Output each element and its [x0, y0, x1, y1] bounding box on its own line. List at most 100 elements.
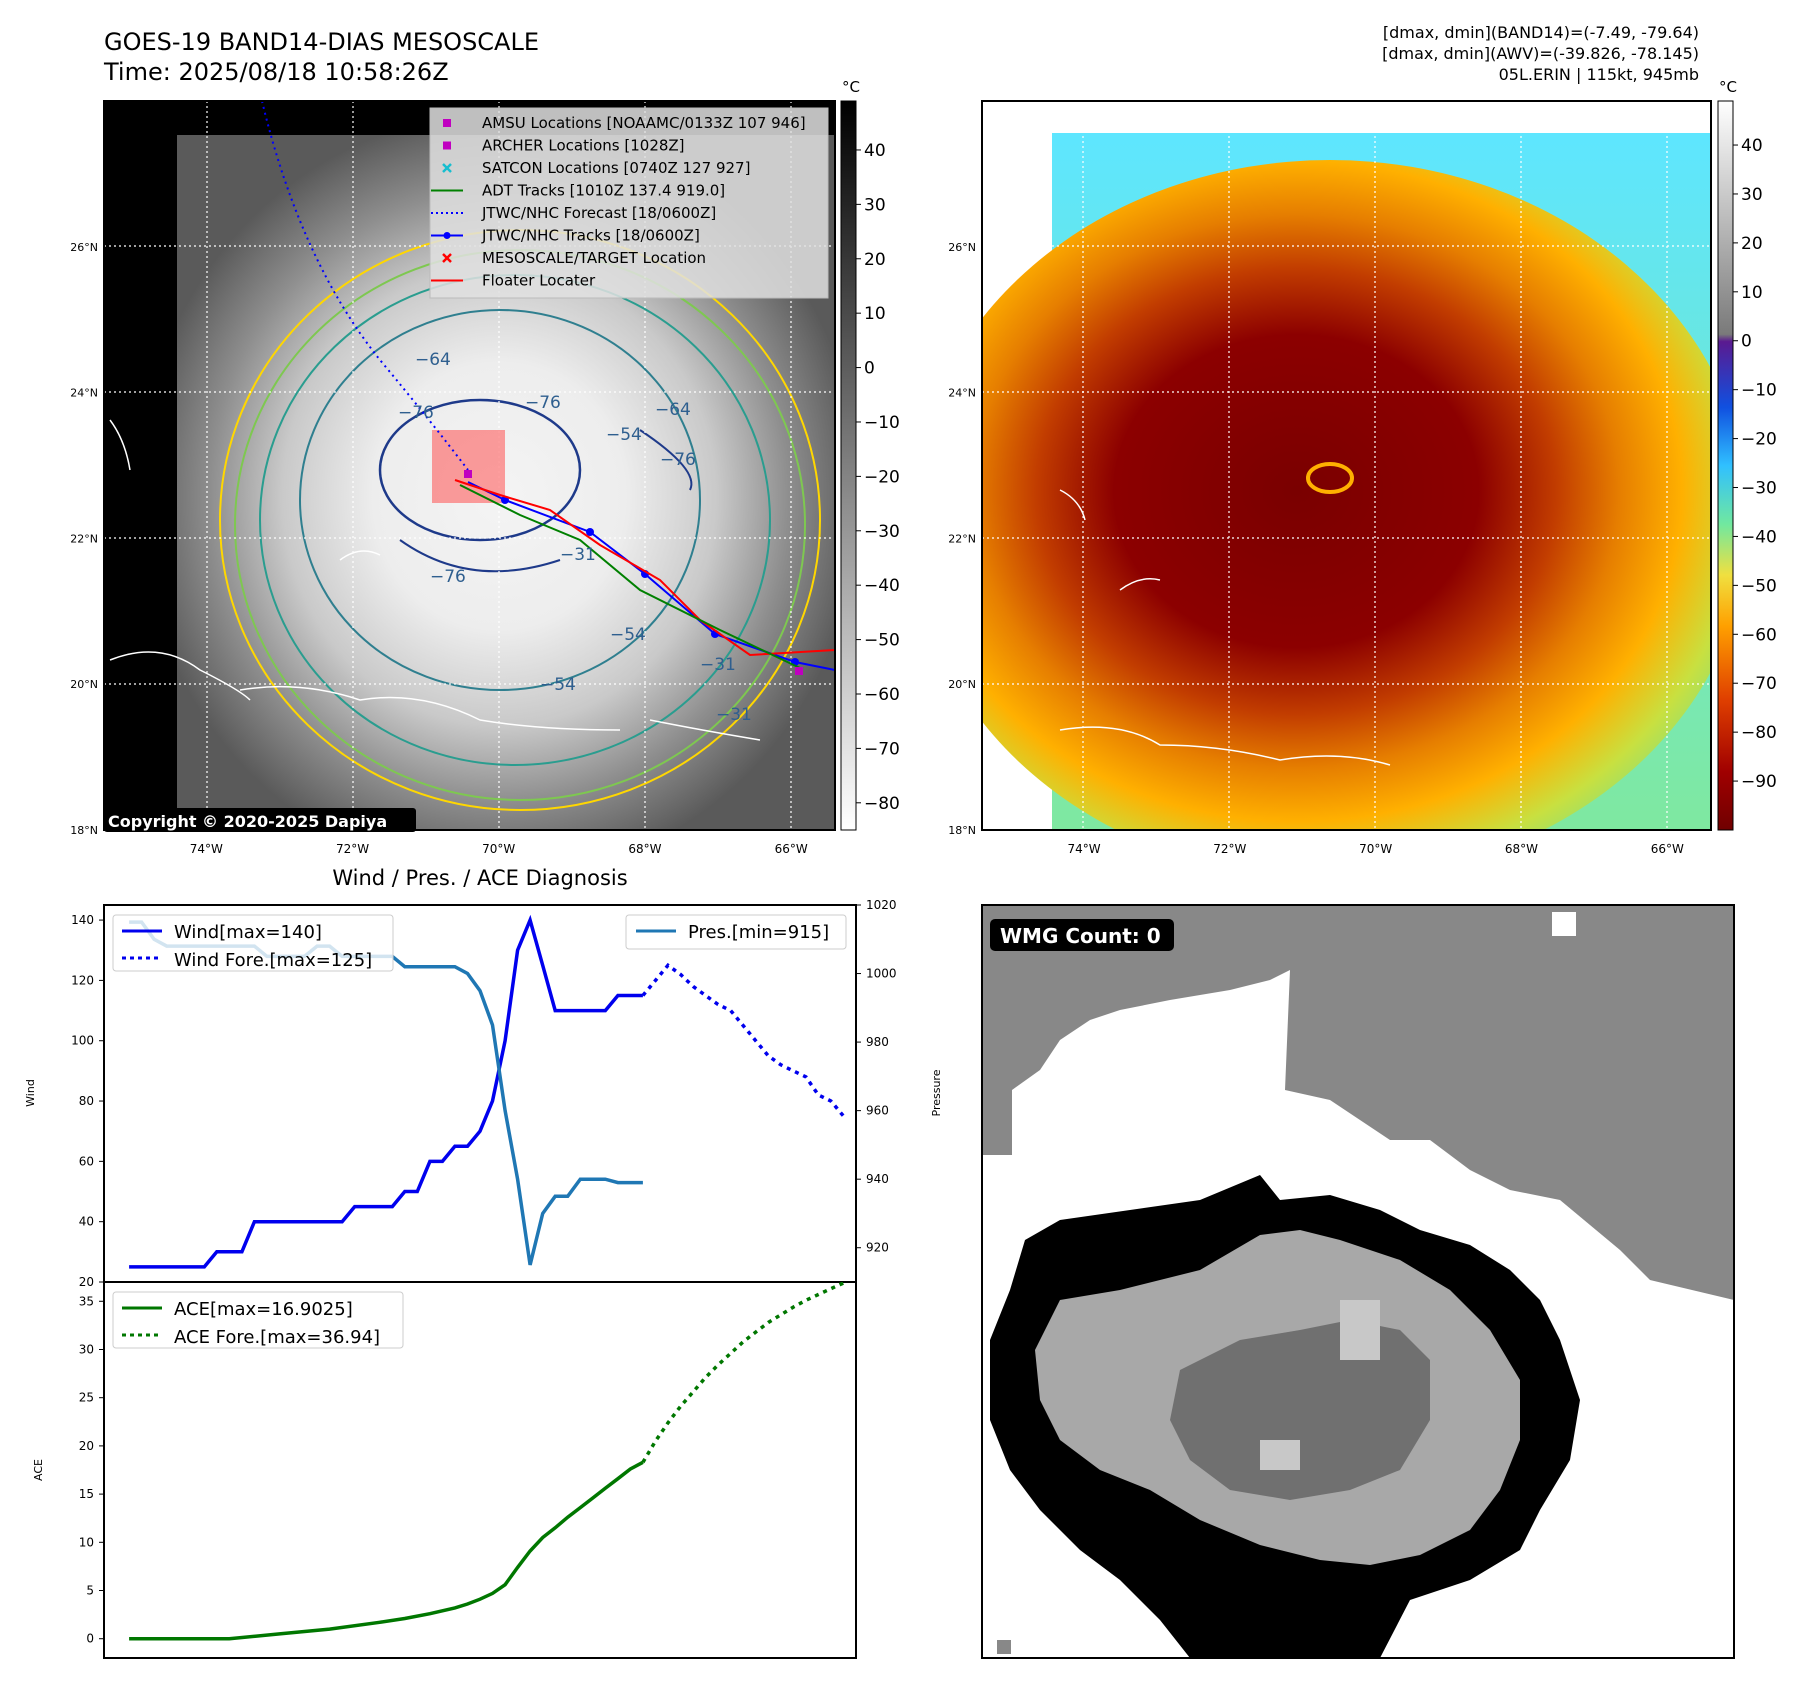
forecast-track	[261, 101, 469, 471]
ace-tick-label: 10	[79, 1535, 94, 1549]
awv-gridlines	[982, 101, 1711, 830]
wind-tick-label: 80	[79, 1094, 94, 1108]
contour-label: −76	[660, 450, 696, 470]
colorbar-tick-label: −20	[1741, 430, 1777, 450]
timeseries-ticks: 2040608010012014092094096098010001020051…	[71, 898, 896, 1646]
colorbar-tick-label: 30	[864, 195, 886, 215]
legend-label: MESOSCALE/TARGET Location	[482, 249, 706, 267]
legend-label: Floater Locater	[482, 272, 596, 290]
colorbar-tick-label: −30	[1741, 479, 1777, 499]
legend-x-marker	[442, 253, 452, 263]
colorbar-tick-label: −70	[1741, 674, 1777, 694]
colorbar-tick-label: −40	[1741, 527, 1777, 547]
awv-colorbar-ticks: 40 30 20 10 0 −10 −20 −30 −40 −50 −60 −70 −80 −90	[1733, 136, 1777, 792]
contour-label: −76	[398, 403, 434, 423]
colorbar-tick-label: 0	[1741, 332, 1752, 352]
lon-tick-label: 68°W	[628, 842, 661, 856]
lon-tick-label: 72°W	[1213, 842, 1246, 856]
lon-tick-label: 70°W	[482, 842, 515, 856]
contour-label: −76	[525, 393, 561, 413]
colorbar-tick-label: −10	[1741, 381, 1777, 401]
colorbar-tick-label: −90	[1741, 772, 1777, 792]
colorbar-tick-label: 0	[864, 359, 875, 379]
contour-label: −54	[540, 675, 576, 695]
wind-tick-label: 120	[71, 973, 94, 987]
legend-square-marker	[443, 119, 451, 127]
legend-label: AMSU Locations [NOAAMC/0133Z 107 946]	[482, 114, 806, 132]
pressure-tick-label: 960	[866, 1104, 889, 1118]
legend-label: ARCHER Locations [1028Z]	[482, 137, 685, 155]
ace-tick-label: 15	[79, 1487, 94, 1501]
wind-forecast-legend-label: Wind Fore.[max=125]	[174, 950, 372, 971]
colorbar-tick-label: 40	[1741, 136, 1763, 156]
coastlines	[109, 419, 761, 741]
pressure-tick-label: 940	[866, 1172, 889, 1186]
archer-location-marker	[464, 470, 472, 478]
contour-label: −31	[560, 545, 596, 565]
pressure-tick-label: 980	[866, 1035, 889, 1049]
awv-image	[982, 160, 1711, 830]
lat-tick-label: 26°N	[70, 241, 98, 254]
colorbar-tick-label: 20	[1741, 234, 1763, 254]
contour-label-group: −76 −76 −76 −64 −54 −64 −76 −54 −31 −54 …	[398, 350, 752, 725]
lon-tick-label: 66°W	[775, 842, 808, 856]
wmg-pixel	[997, 1640, 1011, 1654]
map-legend-items: AMSU Locations [NOAAMC/0133Z 107 946] ARC…	[431, 114, 806, 290]
lat-tick-label: 20°N	[70, 678, 98, 691]
legend-label: JTWC/NHC Tracks [18/0600Z]	[481, 227, 700, 245]
lat-tick-label: 26°N	[948, 241, 976, 254]
copyright-text: Copyright © 2020-2025 Dapiya	[108, 812, 387, 831]
lat-tick-label: 24°N	[70, 387, 98, 400]
ace-tick-label: 0	[86, 1632, 94, 1646]
lon-tick-label: 74°W	[190, 842, 223, 856]
ace-tick-label: 30	[79, 1342, 94, 1356]
wmg-count-label: WMG Count: 0	[1000, 924, 1161, 948]
colorbar-tick-label: −70	[864, 739, 900, 759]
stats-line2: [dmax, dmin](AWV)=(-39.826, -78.145)	[1382, 44, 1699, 63]
colorbar-tick-label: −40	[864, 576, 900, 596]
adt-track	[459, 484, 801, 669]
legend-x-marker	[442, 163, 452, 173]
copyright-badge	[104, 808, 416, 832]
contour-label: −64	[415, 350, 451, 370]
pressure-legend-box	[625, 914, 847, 950]
wmg-bright-block	[1260, 1440, 1300, 1470]
ace-legend-label: ACE[max=16.9025]	[174, 1299, 353, 1320]
pressure-axis-label: Pressure	[930, 1069, 943, 1116]
ace-forecast-legend-label: ACE Fore.[max=36.94]	[174, 1327, 380, 1348]
lat-tick-label: 22°N	[948, 532, 976, 545]
ace-legend: ACE[max=16.9025] ACE Fore.[max=36.94]	[112, 1291, 404, 1349]
ir-map-frame	[103, 100, 836, 831]
contour-label: −54	[606, 425, 642, 445]
colorbar-tick-label: −30	[864, 522, 900, 542]
colorbar-tick-label: −80	[1741, 723, 1777, 743]
stats-line3: 05L.ERIN | 115kt, 945mb	[1498, 65, 1699, 84]
awv-eye	[1306, 462, 1354, 494]
lon-tick-label: 66°W	[1651, 842, 1684, 856]
wind-axis-label: Wind	[24, 1079, 37, 1107]
colorbar-tick-label: 10	[1741, 283, 1763, 303]
ace-axis-label: ACE	[32, 1459, 45, 1481]
diagnosis-title: Wind / Pres. / ACE Diagnosis	[332, 866, 627, 890]
colorbar-tick-label: 20	[864, 250, 886, 270]
colorbar-tick-label: 10	[864, 304, 886, 324]
lat-tick-label: 20°N	[948, 678, 976, 691]
pressure-tick-label: 1000	[866, 967, 897, 981]
awv-colorbar-unit: °C	[1719, 78, 1737, 96]
awv-map-panel	[982, 101, 1711, 830]
lon-tick-label: 70°W	[1359, 842, 1392, 856]
wmg-bright-block	[1340, 1300, 1380, 1360]
colorbar-tick-label: −50	[864, 631, 900, 651]
contour-label: −54	[610, 625, 646, 645]
lon-tick-label: 68°W	[1505, 842, 1538, 856]
wind-tick-label: 140	[71, 913, 94, 927]
awv-coastlines	[1059, 489, 1391, 766]
wind-tick-label: 100	[71, 1034, 94, 1048]
stats-line1: [dmax, dmin](BAND14)=(-7.49, -79.64)	[1382, 23, 1699, 42]
lon-tick-label: 72°W	[336, 842, 369, 856]
contour-lines	[219, 229, 821, 811]
ir-colorbar	[840, 100, 857, 831]
wind-tick-label: 40	[79, 1215, 94, 1229]
colorbar-tick-label: −10	[864, 413, 900, 433]
